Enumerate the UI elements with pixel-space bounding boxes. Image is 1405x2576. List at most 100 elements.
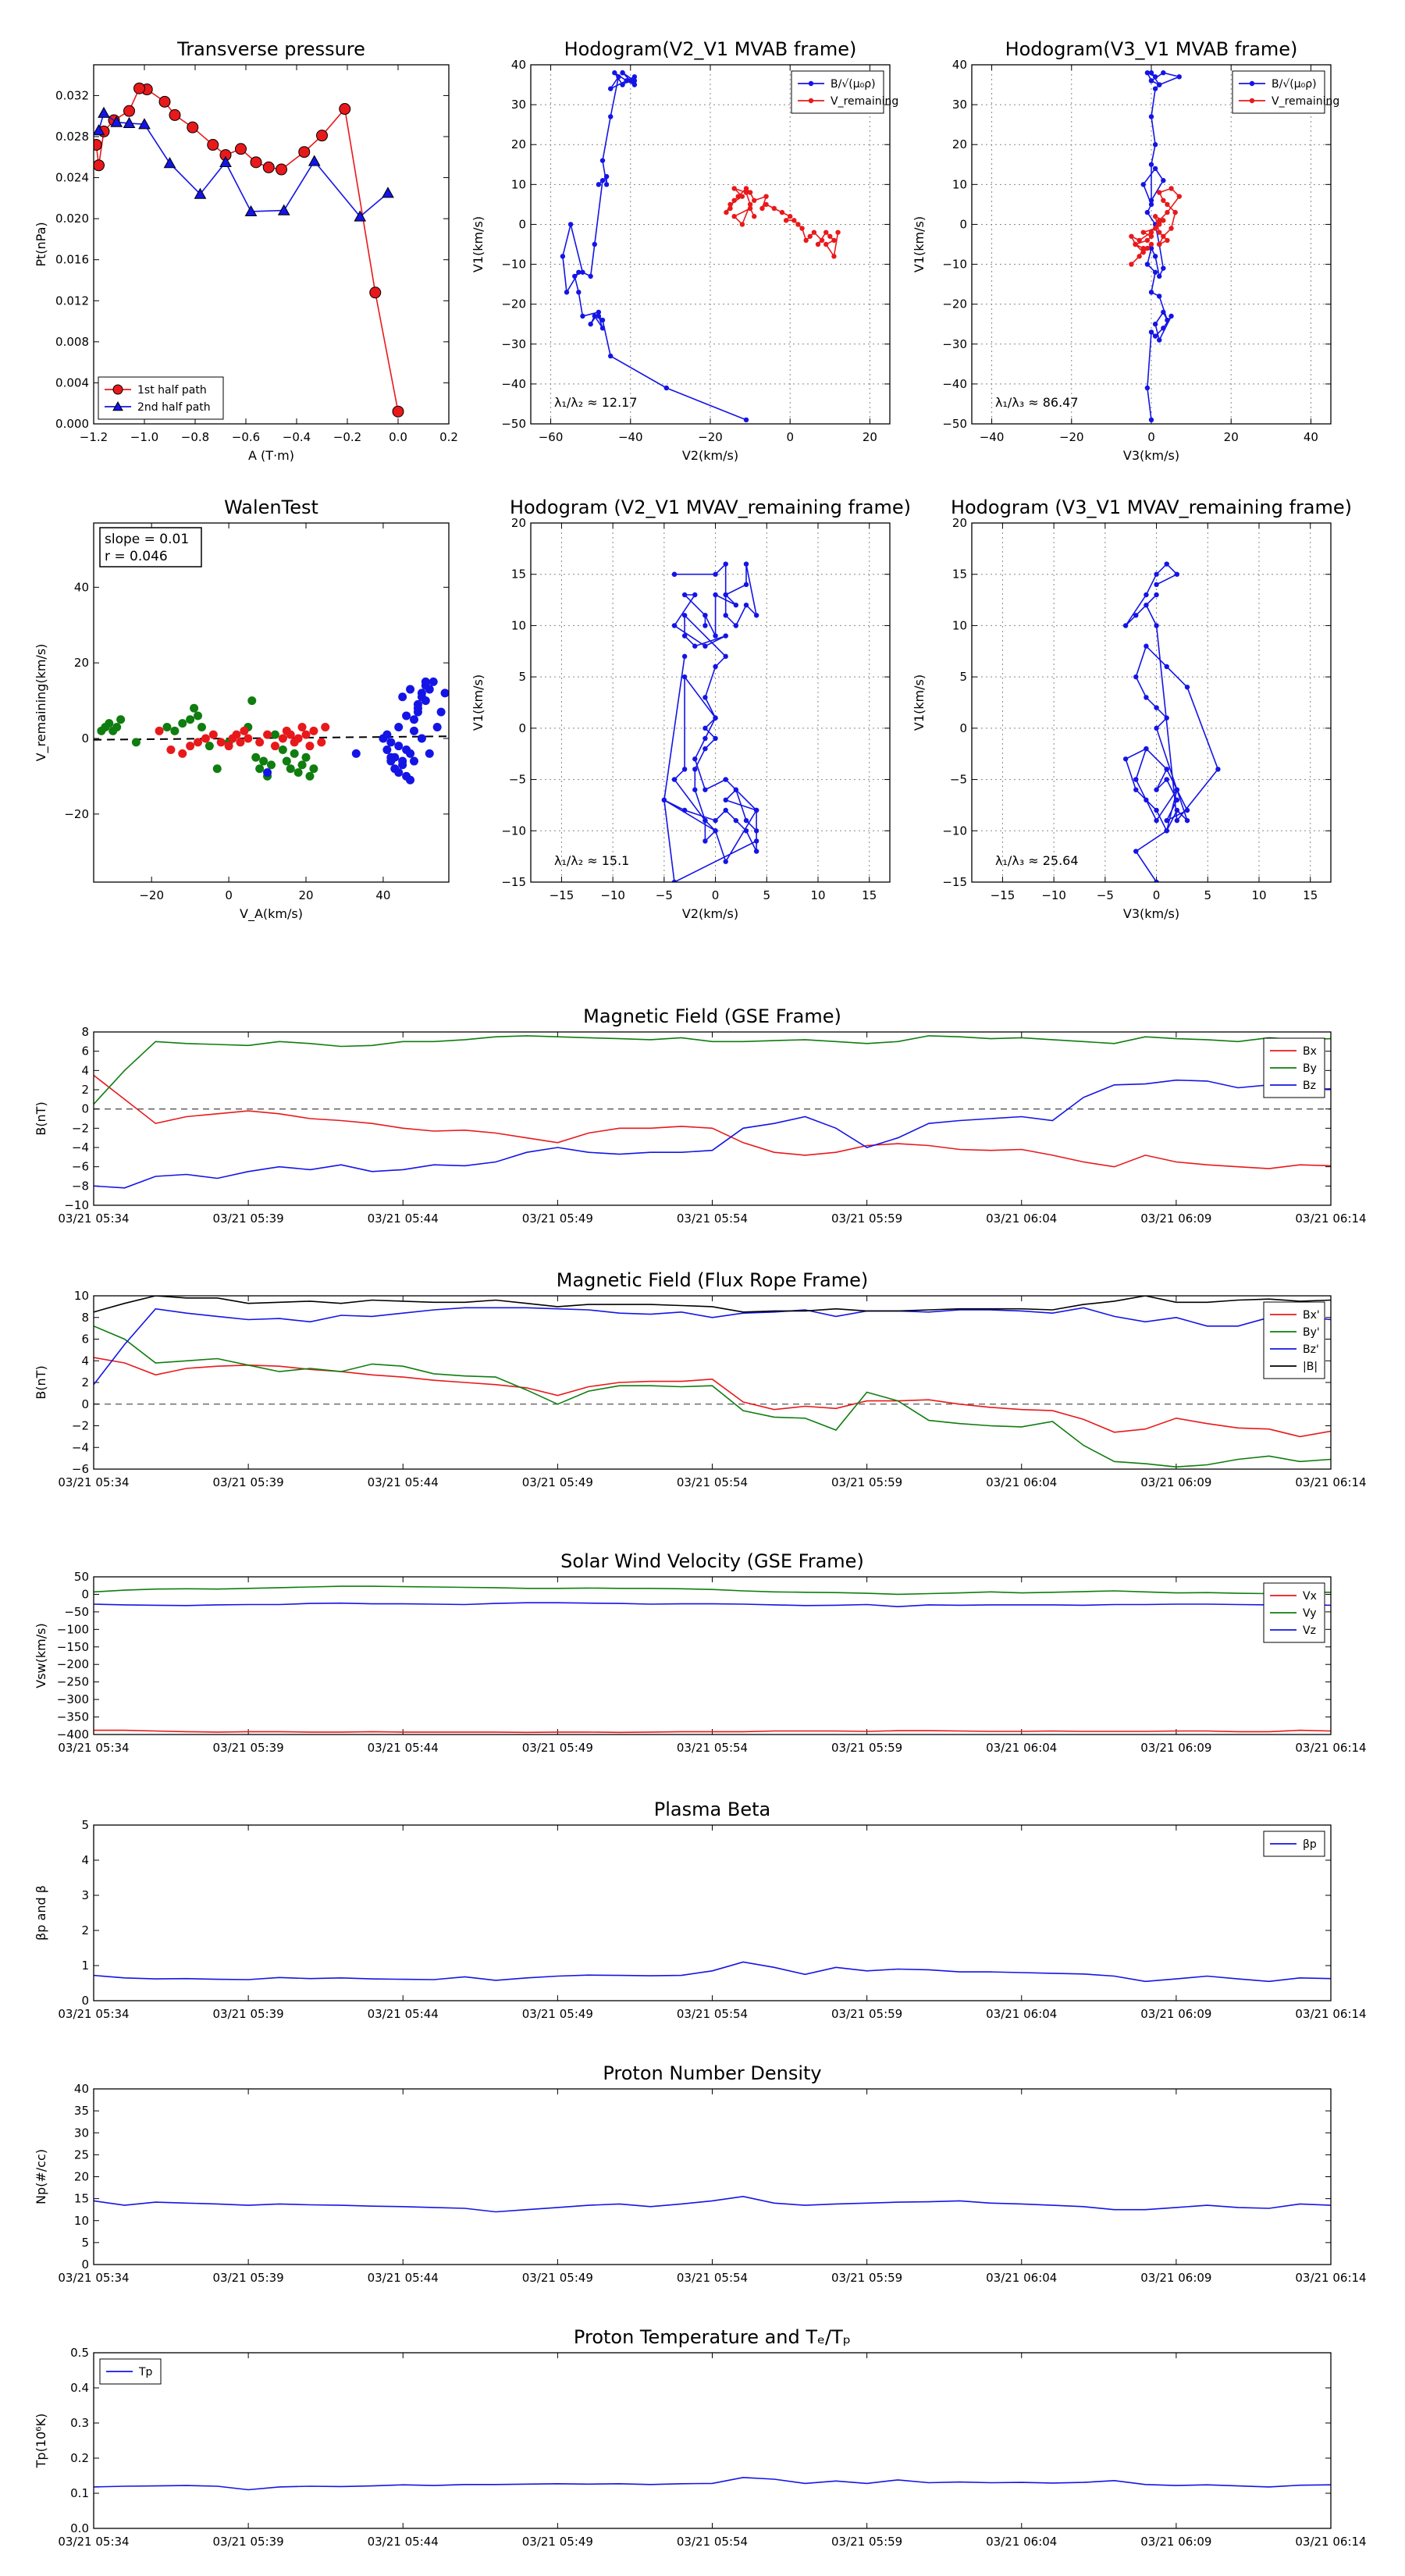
x-tick-label: 03/21 06:09 (1140, 1741, 1211, 1755)
data-point (783, 218, 789, 223)
data-point (1133, 787, 1139, 792)
annotation-box (99, 527, 202, 568)
series-0 (97, 696, 318, 781)
y-tick-label: −10 (942, 824, 967, 838)
data-point (603, 182, 610, 187)
y-tick-label: 0.3 (70, 2416, 89, 2430)
legend: B/√(μ₀ρ) V_remaining (791, 70, 898, 114)
data-point (733, 623, 739, 628)
y-axis-label: Np(#/cc) (34, 2149, 48, 2204)
data-point (1164, 828, 1169, 834)
data-point (409, 756, 418, 766)
data-point (723, 561, 728, 567)
data-point (1148, 114, 1154, 119)
legend: Tp (99, 2358, 162, 2385)
data-point (406, 775, 415, 785)
y-tick-label: −5 (509, 773, 526, 787)
data-point (831, 254, 837, 259)
data-point (1161, 309, 1166, 315)
y-tick-label: 0 (518, 217, 526, 231)
axes-frame (530, 522, 891, 883)
chart-np: Proton Number Density 0 5 10 15 20 25 30 35 40 03/… (34, 2062, 1367, 2285)
data-point (436, 707, 446, 717)
data-point (351, 749, 361, 758)
y-tick-label: 0 (81, 731, 89, 745)
data-point (1174, 797, 1180, 803)
data-point (681, 592, 688, 598)
data-point (799, 226, 805, 231)
y-axis-label: βp and β (34, 1885, 48, 1941)
data-point (417, 692, 426, 702)
x-tick-label: 0 (225, 888, 233, 902)
x-tick-label: 03/21 06:09 (1140, 1212, 1211, 1226)
data-point (723, 592, 728, 598)
y-tick-label: 0 (81, 1397, 89, 1411)
data-point (194, 187, 207, 199)
y-axis-label: B(nT) (34, 1101, 48, 1135)
data-point (1154, 623, 1159, 628)
data-point (278, 745, 287, 755)
data-point (208, 730, 218, 739)
data-point (413, 707, 422, 717)
data-point (723, 777, 728, 782)
data-point (425, 749, 434, 758)
y-tick-label: 10 (74, 1289, 89, 1303)
y-tick-label: 4 (81, 1063, 89, 1077)
data-point (1133, 613, 1139, 618)
axes-frame (93, 522, 450, 883)
y-tick-label: 6 (81, 1332, 89, 1347)
chart-title: Proton Temperature and Tₑ/Tₚ (574, 2326, 851, 2348)
chart-title: Plasma Beta (654, 1799, 770, 1820)
data-point (681, 674, 688, 680)
x-tick-label: 03/21 06:14 (1295, 1475, 1366, 1489)
data-point (263, 730, 272, 739)
legend-label: B/√(μ₀ρ) (1272, 78, 1317, 91)
legend: B/√(μ₀ρ) V_remaining (1232, 70, 1339, 114)
data-point (267, 760, 276, 770)
y-tick-label: 10 (952, 177, 967, 191)
x-tick-label: 03/21 05:49 (522, 2007, 593, 2021)
data-point (1157, 241, 1162, 247)
data-point (1144, 592, 1149, 598)
data-point (1152, 214, 1158, 219)
data-point (599, 326, 606, 331)
legend-label: By' (1303, 1326, 1320, 1339)
data-point (317, 738, 326, 747)
x-tick-label: 03/21 05:59 (831, 1741, 902, 1755)
y-tick-label: −40 (501, 377, 526, 391)
y-tick-label: 8 (81, 1311, 89, 1325)
legend-marker (112, 384, 123, 395)
data-point (735, 194, 741, 199)
series-line (94, 1307, 1331, 1386)
data-point (224, 742, 233, 751)
data-point (212, 764, 222, 774)
data-point (1154, 817, 1159, 824)
data-point (240, 726, 249, 735)
x-axis-label: V2(km/s) (682, 448, 738, 463)
data-point (247, 696, 257, 706)
y-tick-label: 40 (74, 2082, 89, 2096)
data-point (731, 214, 737, 219)
data-point (692, 787, 698, 792)
chart-walen: WalenTest −20 0 20 40 −20 0 20 40 V_A(km/s) V_rema… (34, 496, 450, 922)
y-tick-label: 5 (81, 2236, 89, 2250)
data-point (162, 722, 172, 731)
data-point (753, 807, 759, 813)
data-point (1148, 70, 1154, 76)
data-point (398, 760, 407, 770)
y-tick-label: 4 (81, 1354, 89, 1368)
data-point (753, 613, 759, 618)
y-tick-label: 0.032 (55, 88, 89, 102)
data-point (321, 722, 330, 731)
data-point (1165, 209, 1170, 215)
data-point (560, 254, 566, 259)
data-point (752, 197, 757, 203)
series-bz (94, 1079, 1331, 1189)
data-point (309, 764, 318, 774)
data-point (723, 633, 728, 639)
series-line (94, 1325, 1331, 1468)
x-tick-label: 03/21 05:59 (831, 2271, 902, 2285)
y-tick-label: 0 (81, 1102, 89, 1116)
x-tick-label: −15 (991, 888, 1016, 902)
data-point (1161, 233, 1166, 239)
